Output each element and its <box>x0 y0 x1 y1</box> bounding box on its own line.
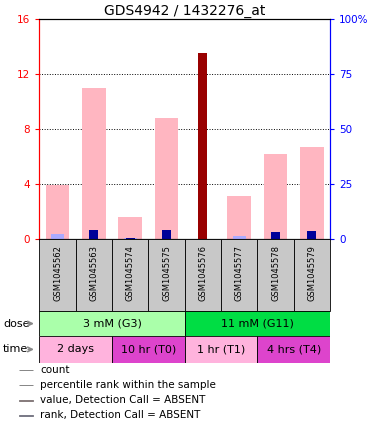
Bar <box>39 336 112 363</box>
Text: dose: dose <box>3 319 30 329</box>
Bar <box>46 185 69 239</box>
Text: 11 mM (G11): 11 mM (G11) <box>221 319 294 329</box>
Bar <box>76 239 112 311</box>
Text: percentile rank within the sample: percentile rank within the sample <box>40 380 216 390</box>
Bar <box>264 154 287 239</box>
Text: rank, Detection Call = ABSENT: rank, Detection Call = ABSENT <box>40 410 201 420</box>
Bar <box>148 239 184 311</box>
Bar <box>18 415 33 416</box>
Bar <box>227 196 251 239</box>
Bar <box>184 311 330 336</box>
Bar <box>18 400 33 401</box>
Bar <box>184 239 221 311</box>
Text: GSM1045579: GSM1045579 <box>308 245 316 301</box>
Text: 4 hrs (T4): 4 hrs (T4) <box>267 344 321 354</box>
Bar <box>112 336 184 363</box>
Title: GDS4942 / 1432276_at: GDS4942 / 1432276_at <box>104 4 266 18</box>
Bar <box>221 239 257 311</box>
Text: GSM1045577: GSM1045577 <box>235 245 244 301</box>
Bar <box>257 336 330 363</box>
Text: 1 hr (T1): 1 hr (T1) <box>197 344 245 354</box>
Text: 2 days: 2 days <box>57 344 94 354</box>
Bar <box>124 238 136 239</box>
Bar <box>294 239 330 311</box>
Bar <box>155 118 178 239</box>
Text: count: count <box>40 365 70 375</box>
Text: GSM1045574: GSM1045574 <box>126 245 135 301</box>
Bar <box>300 147 324 239</box>
Bar <box>39 311 184 336</box>
Text: 10 hr (T0): 10 hr (T0) <box>121 344 176 354</box>
Bar <box>51 234 64 239</box>
Bar <box>39 239 76 311</box>
Bar <box>184 336 257 363</box>
Text: time: time <box>3 344 28 354</box>
Text: GSM1045576: GSM1045576 <box>198 245 207 301</box>
Bar <box>89 230 98 239</box>
Bar <box>112 239 148 311</box>
Bar <box>257 239 294 311</box>
Bar <box>162 230 171 239</box>
Text: 3 mM (G3): 3 mM (G3) <box>82 319 141 329</box>
Bar <box>118 217 142 239</box>
Bar <box>198 53 207 239</box>
Text: GSM1045578: GSM1045578 <box>271 245 280 301</box>
Text: GSM1045575: GSM1045575 <box>162 245 171 301</box>
Text: GSM1045562: GSM1045562 <box>53 245 62 301</box>
Text: GSM1045563: GSM1045563 <box>89 245 98 301</box>
Text: value, Detection Call = ABSENT: value, Detection Call = ABSENT <box>40 396 206 405</box>
Bar <box>198 229 207 239</box>
Bar <box>126 238 135 239</box>
Bar <box>307 231 316 239</box>
Bar <box>233 236 246 239</box>
Bar <box>271 232 280 239</box>
Bar <box>82 88 106 239</box>
